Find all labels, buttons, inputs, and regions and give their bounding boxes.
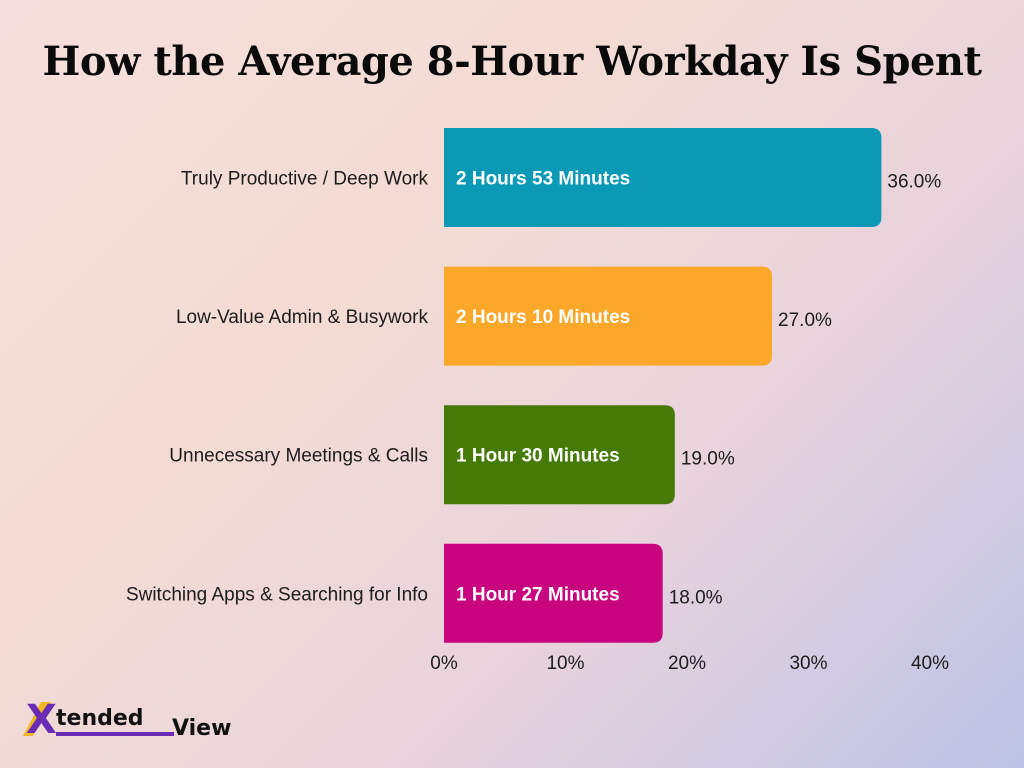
category-label: Truly Productive / Deep Work <box>181 169 429 190</box>
category-label: Switching Apps & Searching for Info <box>126 584 428 605</box>
category-label: Low-Value Admin & Busywork <box>176 307 429 328</box>
value-label: 27.0% <box>778 310 832 331</box>
value-label: 18.0% <box>669 587 723 608</box>
bar-duration-label: 2 Hours 53 Minutes <box>456 169 630 190</box>
xtendedview-logo: X tended View <box>22 697 231 748</box>
bar-chart: Truly Productive / Deep Work 2 Hours 53 M… <box>126 128 949 674</box>
page-title: How the Average 8-Hour Workday Is Spent <box>42 38 982 85</box>
x-tick-label: 40% <box>911 653 949 674</box>
x-tick-label: 10% <box>546 653 584 674</box>
x-tick-label: 0% <box>430 653 458 674</box>
bar-duration-label: 1 Hour 27 Minutes <box>456 584 620 605</box>
logo-x-letter: X <box>26 697 57 743</box>
bar <box>444 543 663 643</box>
x-tick-label: 20% <box>668 653 706 674</box>
bar-duration-label: 2 Hours 10 Minutes <box>456 307 630 328</box>
bar-duration-label: 1 Hour 30 Minutes <box>456 446 620 467</box>
bar <box>444 266 773 366</box>
bar <box>444 405 675 505</box>
bar <box>444 128 882 227</box>
category-label: Unnecessary Meetings & Calls <box>169 446 428 467</box>
logo-word-view: View <box>172 716 232 741</box>
value-label: 19.0% <box>681 449 735 470</box>
value-label: 36.0% <box>887 172 941 193</box>
x-tick-label: 30% <box>789 653 827 674</box>
logo-underline <box>56 732 174 736</box>
logo-word-tended: tended <box>56 706 144 731</box>
